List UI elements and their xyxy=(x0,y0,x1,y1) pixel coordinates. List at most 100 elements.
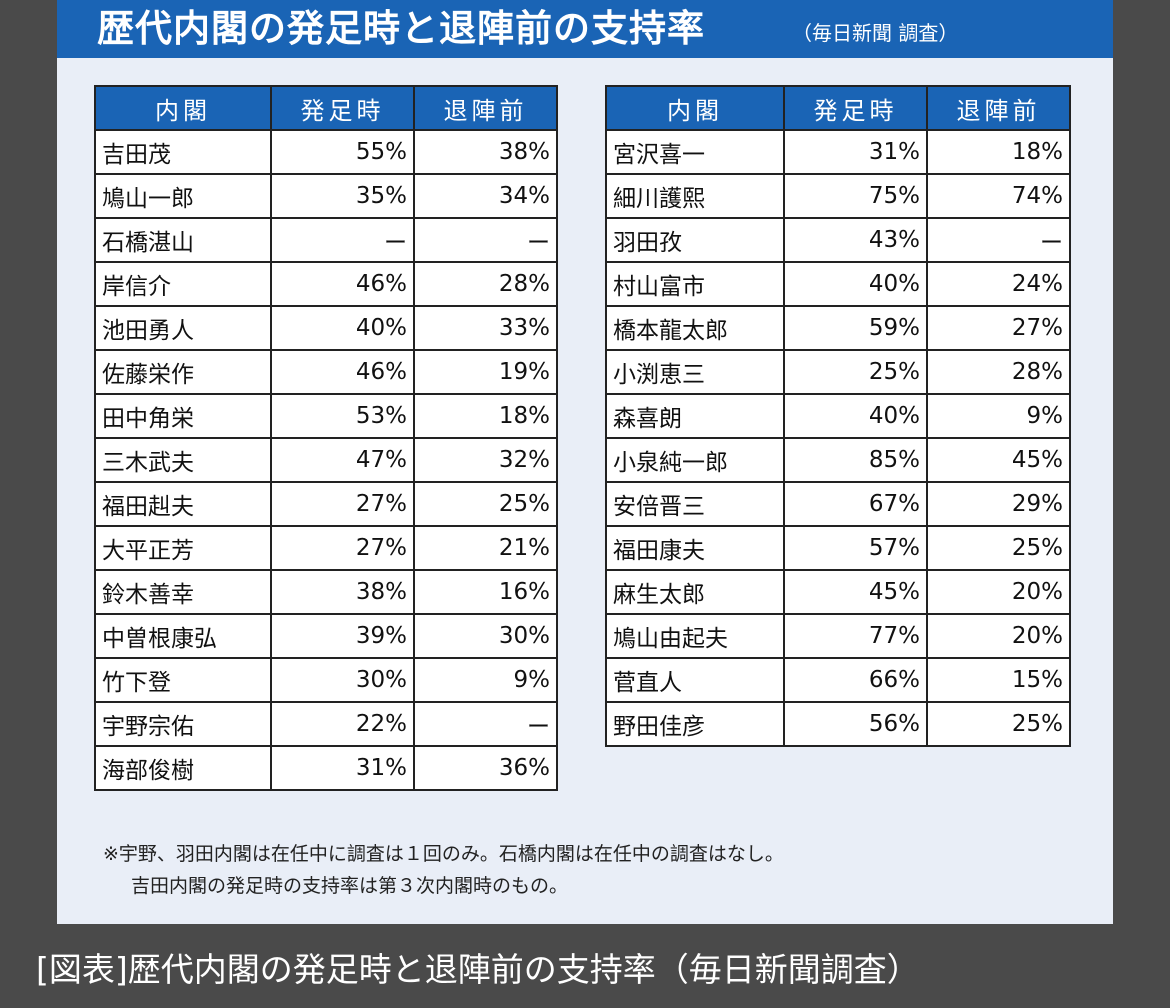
chart-title: 歴代内閣の発足時と退陣前の支持率 xyxy=(97,7,705,50)
table-row: 村山富市 40% 24% xyxy=(605,261,1071,307)
cabinet-name-cell: 大平正芳 xyxy=(94,525,272,571)
start-rate-cell: 66% xyxy=(783,657,928,703)
table-row: 福田康夫 57% 25% xyxy=(605,525,1071,571)
end-rate-cell: 32% xyxy=(413,437,558,483)
table-row: 小渕恵三 25% 28% xyxy=(605,349,1071,395)
col-header-cabinet: 内閣 xyxy=(94,85,272,131)
table-row: 鳩山由起夫 77% 20% xyxy=(605,613,1071,659)
start-rate-cell: 40% xyxy=(270,305,415,351)
cabinet-name-cell: 鈴木善幸 xyxy=(94,569,272,615)
cabinet-name-cell: 小渕恵三 xyxy=(605,349,785,395)
start-rate-cell: 25% xyxy=(783,349,928,395)
end-rate-cell: 74% xyxy=(926,173,1071,219)
end-rate-cell: 38% xyxy=(413,129,558,175)
start-rate-cell: 27% xyxy=(270,525,415,571)
cabinet-name-cell: 森喜朗 xyxy=(605,393,785,439)
end-rate-cell: ー xyxy=(413,701,558,747)
table-row: 佐藤栄作 46% 19% xyxy=(94,349,558,395)
end-rate-cell: 25% xyxy=(926,525,1071,571)
cabinet-name-cell: 細川護熙 xyxy=(605,173,785,219)
start-rate-cell: ー xyxy=(270,217,415,263)
end-rate-cell: 30% xyxy=(413,613,558,659)
footnote: ※宇野、羽田内閣は在任中に調査は１回のみ。石橋内閣は在任中の調査はなし。 吉田内… xyxy=(103,838,1063,902)
start-rate-cell: 31% xyxy=(783,129,928,175)
cabinet-name-cell: 安倍晋三 xyxy=(605,481,785,527)
table-row: 宮沢喜一 31% 18% xyxy=(605,129,1071,175)
end-rate-cell: 9% xyxy=(926,393,1071,439)
start-rate-cell: 56% xyxy=(783,701,928,747)
end-rate-cell: 16% xyxy=(413,569,558,615)
table-row: 竹下登 30% 9% xyxy=(94,657,558,703)
table-row: 羽田孜 43% ー xyxy=(605,217,1071,263)
table-row: 鈴木善幸 38% 16% xyxy=(94,569,558,615)
cabinet-name-cell: 橋本龍太郎 xyxy=(605,305,785,351)
end-rate-cell: 9% xyxy=(413,657,558,703)
end-rate-cell: 28% xyxy=(413,261,558,307)
cabinet-name-cell: 佐藤栄作 xyxy=(94,349,272,395)
table-row: 福田赳夫 27% 25% xyxy=(94,481,558,527)
col-header-end: 退陣前 xyxy=(413,85,558,131)
start-rate-cell: 55% xyxy=(270,129,415,175)
cabinet-name-cell: 羽田孜 xyxy=(605,217,785,263)
figure-caption: [図表]歴代内閣の発足時と退陣前の支持率（毎日新聞調査） xyxy=(36,950,920,989)
cabinet-name-cell: 宮沢喜一 xyxy=(605,129,785,175)
end-rate-cell: 25% xyxy=(413,481,558,527)
start-rate-cell: 46% xyxy=(270,349,415,395)
table-row: 小泉純一郎 85% 45% xyxy=(605,437,1071,483)
chart-source: （毎日新聞 調査） xyxy=(792,21,959,45)
cabinet-name-cell: 石橋湛山 xyxy=(94,217,272,263)
table-row: 橋本龍太郎 59% 27% xyxy=(605,305,1071,351)
cabinet-name-cell: 海部俊樹 xyxy=(94,745,272,791)
chart-card: 歴代内閣の発足時と退陣前の支持率 （毎日新聞 調査） 内閣 発足時 退陣前 吉田… xyxy=(57,0,1113,924)
end-rate-cell: 28% xyxy=(926,349,1071,395)
start-rate-cell: 40% xyxy=(783,393,928,439)
table-row: 池田勇人 40% 33% xyxy=(94,305,558,351)
start-rate-cell: 22% xyxy=(270,701,415,747)
end-rate-cell: 29% xyxy=(926,481,1071,527)
end-rate-cell: 20% xyxy=(926,613,1071,659)
table-row: 安倍晋三 67% 29% xyxy=(605,481,1071,527)
cabinet-name-cell: 田中角栄 xyxy=(94,393,272,439)
start-rate-cell: 43% xyxy=(783,217,928,263)
cabinet-name-cell: 三木武夫 xyxy=(94,437,272,483)
start-rate-cell: 31% xyxy=(270,745,415,791)
cabinet-name-cell: 竹下登 xyxy=(94,657,272,703)
col-header-end: 退陣前 xyxy=(926,85,1071,131)
end-rate-cell: 36% xyxy=(413,745,558,791)
end-rate-cell: 18% xyxy=(413,393,558,439)
cabinet-name-cell: 菅直人 xyxy=(605,657,785,703)
start-rate-cell: 46% xyxy=(270,261,415,307)
start-rate-cell: 57% xyxy=(783,525,928,571)
cabinet-table-left: 内閣 発足時 退陣前 吉田茂 55% 38% 鳩山一郎 35% 34% 石橋湛山ーー岸信介 4… xyxy=(94,85,558,791)
end-rate-cell: 15% xyxy=(926,657,1071,703)
start-rate-cell: 47% xyxy=(270,437,415,483)
cabinet-name-cell: 野田佳彦 xyxy=(605,701,785,747)
start-rate-cell: 35% xyxy=(270,173,415,219)
footnote-line-1: ※宇野、羽田内閣は在任中に調査は１回のみ。石橋内閣は在任中の調査はなし。 xyxy=(103,843,784,865)
title-banner: 歴代内閣の発足時と退陣前の支持率 （毎日新聞 調査） xyxy=(57,0,1113,58)
table-row: 岸信介 46% 28% xyxy=(94,261,558,307)
start-rate-cell: 39% xyxy=(270,613,415,659)
start-rate-cell: 40% xyxy=(783,261,928,307)
table-row: 三木武夫 47% 32% xyxy=(94,437,558,483)
start-rate-cell: 30% xyxy=(270,657,415,703)
start-rate-cell: 59% xyxy=(783,305,928,351)
cabinet-name-cell: 池田勇人 xyxy=(94,305,272,351)
cabinet-name-cell: 小泉純一郎 xyxy=(605,437,785,483)
start-rate-cell: 38% xyxy=(270,569,415,615)
cabinet-name-cell: 吉田茂 xyxy=(94,129,272,175)
table-row: 麻生太郎 45% 20% xyxy=(605,569,1071,615)
start-rate-cell: 27% xyxy=(270,481,415,527)
end-rate-cell: 20% xyxy=(926,569,1071,615)
cabinet-table-right: 内閣 発足時 退陣前 宮沢喜一 31% 18% 細川護熙 75% 74% 羽田孜 43% ー村山… xyxy=(605,85,1071,747)
start-rate-cell: 45% xyxy=(783,569,928,615)
start-rate-cell: 77% xyxy=(783,613,928,659)
end-rate-cell: 33% xyxy=(413,305,558,351)
end-rate-cell: 24% xyxy=(926,261,1071,307)
cabinet-name-cell: 宇野宗佑 xyxy=(94,701,272,747)
cabinet-name-cell: 村山富市 xyxy=(605,261,785,307)
end-rate-cell: 18% xyxy=(926,129,1071,175)
col-header-cabinet: 内閣 xyxy=(605,85,785,131)
table-row: 中曽根康弘 39% 30% xyxy=(94,613,558,659)
end-rate-cell: 21% xyxy=(413,525,558,571)
